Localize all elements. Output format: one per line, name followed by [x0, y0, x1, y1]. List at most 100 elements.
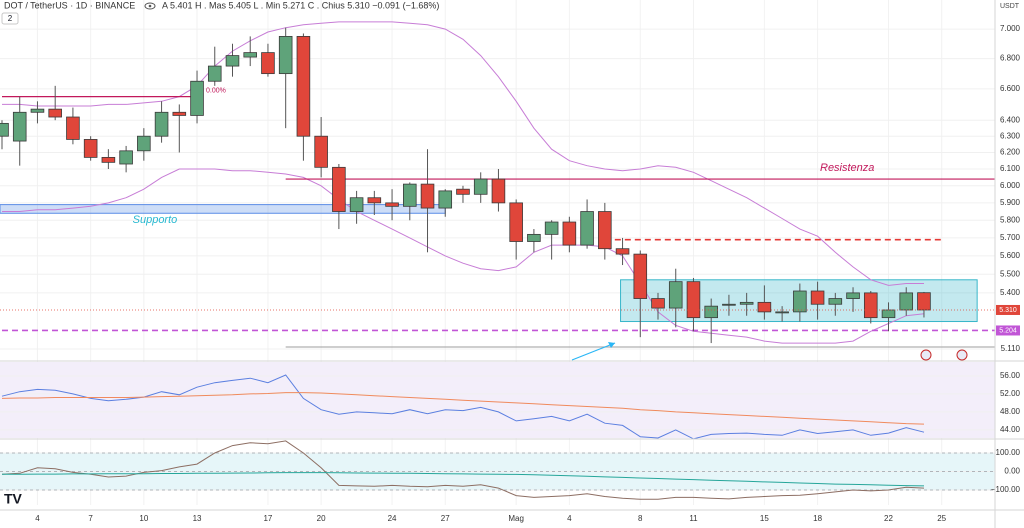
candle-body: [438, 190, 453, 209]
x-tick-label: 10: [139, 514, 148, 523]
x-tick-label: 4: [35, 514, 40, 523]
x-tick-label: 27: [441, 514, 450, 523]
series-line: [1, 374, 925, 440]
y-tick-label: 5.700: [1000, 233, 1021, 242]
badge-box[interactable]: [1, 12, 19, 25]
candle-body: [722, 303, 736, 306]
flag-icon[interactable]: [956, 349, 968, 361]
y-tick-label: 100.00: [996, 448, 1021, 457]
y-tick-label: 48.00: [1000, 407, 1021, 416]
x-tick-label: 20: [317, 514, 326, 523]
candle-body: [207, 65, 222, 82]
x-tick-label: Mag: [508, 514, 524, 523]
candle-body: [154, 111, 169, 137]
y-tick-label: 6.300: [1000, 131, 1021, 140]
y-tick-label: 6.000: [1000, 181, 1021, 190]
y-tick-label: 5.500: [1000, 269, 1021, 278]
candle-body: [686, 281, 701, 319]
candle-body: [420, 183, 435, 209]
candle-body: [899, 292, 914, 311]
candle-body: [119, 150, 133, 165]
indicator-band: [0, 362, 995, 438]
flag-icon[interactable]: [920, 349, 932, 361]
candle-body: [846, 292, 860, 299]
candle-body: [917, 292, 931, 311]
candle-body: [757, 301, 772, 313]
zone-label: Supporto: [133, 214, 178, 226]
candle-body: [775, 311, 789, 314]
candle-body: [456, 188, 470, 195]
x-tick-label: 7: [88, 514, 93, 523]
candle-body: [527, 233, 541, 242]
last-price-label: 5.310: [999, 307, 1017, 314]
y-tick-label: 5.600: [1000, 251, 1021, 260]
y-tick-label: 5.110: [1001, 344, 1021, 353]
candle-body: [278, 35, 293, 75]
logo: TV: [4, 491, 23, 507]
y-tick-label: 0.00: [1004, 467, 1020, 476]
series-line: [2, 472, 925, 487]
candle-body: [615, 248, 630, 255]
candle-body: [225, 55, 240, 67]
candle-body: [598, 211, 612, 250]
y-tick-label: 52.00: [1000, 389, 1021, 398]
candle-body: [349, 197, 364, 212]
ohlc-readout: A 5.401 H . Mas 5.405 L . Min 5.271 C . …: [162, 0, 439, 10]
candle-body: [0, 122, 9, 137]
x-tick-label: 4: [567, 514, 572, 523]
candle-body: [881, 309, 896, 319]
candle-body: [668, 281, 683, 309]
candle-body: [48, 108, 62, 118]
series-line: [1, 392, 925, 425]
candle-body: [403, 183, 417, 207]
price-tag-label: 5.204: [999, 327, 1017, 334]
currency-label: USDT: [1000, 3, 1020, 10]
candle-body: [296, 35, 311, 137]
candle-body: [704, 305, 718, 319]
x-tick-label: 15: [760, 514, 769, 523]
flag-icons: [920, 349, 968, 361]
eye-pupil: [148, 4, 152, 8]
candle-body: [66, 116, 80, 140]
candle-body: [491, 178, 506, 204]
candle-body: [367, 197, 382, 204]
eye-icon[interactable]: [144, 2, 156, 10]
price-tag: [996, 325, 1020, 336]
x-tick-label: 25: [937, 514, 946, 523]
candle-body: [580, 211, 594, 246]
y-tick-label: 6.800: [1000, 54, 1021, 63]
candle-body: [30, 108, 45, 113]
candle-body: [190, 80, 204, 116]
series-line: [2, 168, 925, 344]
candle-body: [828, 298, 843, 305]
y-tick-label: 6.600: [1000, 84, 1021, 93]
candle-body: [863, 292, 878, 319]
x-tick-label: 8: [638, 514, 643, 523]
candle-body: [473, 178, 488, 195]
y-tick-label: 6.400: [1000, 115, 1021, 124]
arrow-head: [608, 342, 615, 348]
badge-count: 2: [8, 14, 13, 23]
candle-body: [243, 52, 258, 58]
level-label: Resistenza: [820, 162, 874, 174]
candle-body: [332, 166, 346, 212]
candle-body: [261, 52, 275, 75]
x-tick-label: 17: [263, 514, 272, 523]
x-tick-label: 11: [689, 514, 698, 523]
candle-body: [137, 135, 151, 152]
y-tick-label: 56.00: [1000, 371, 1021, 380]
level-label: 0.00%: [206, 87, 226, 94]
y-tick-label: −100.00: [991, 485, 1021, 494]
candle-body: [739, 301, 754, 305]
x-tick-label: 18: [813, 514, 822, 523]
candle-body: [793, 290, 807, 313]
candle-body: [509, 202, 523, 242]
y-tick-label: 5.900: [1000, 198, 1021, 207]
candle-body: [101, 156, 116, 163]
candle-body: [172, 111, 187, 116]
x-tick-label: 22: [884, 514, 893, 523]
candle-body: [633, 253, 648, 299]
eye-shape: [144, 2, 156, 10]
